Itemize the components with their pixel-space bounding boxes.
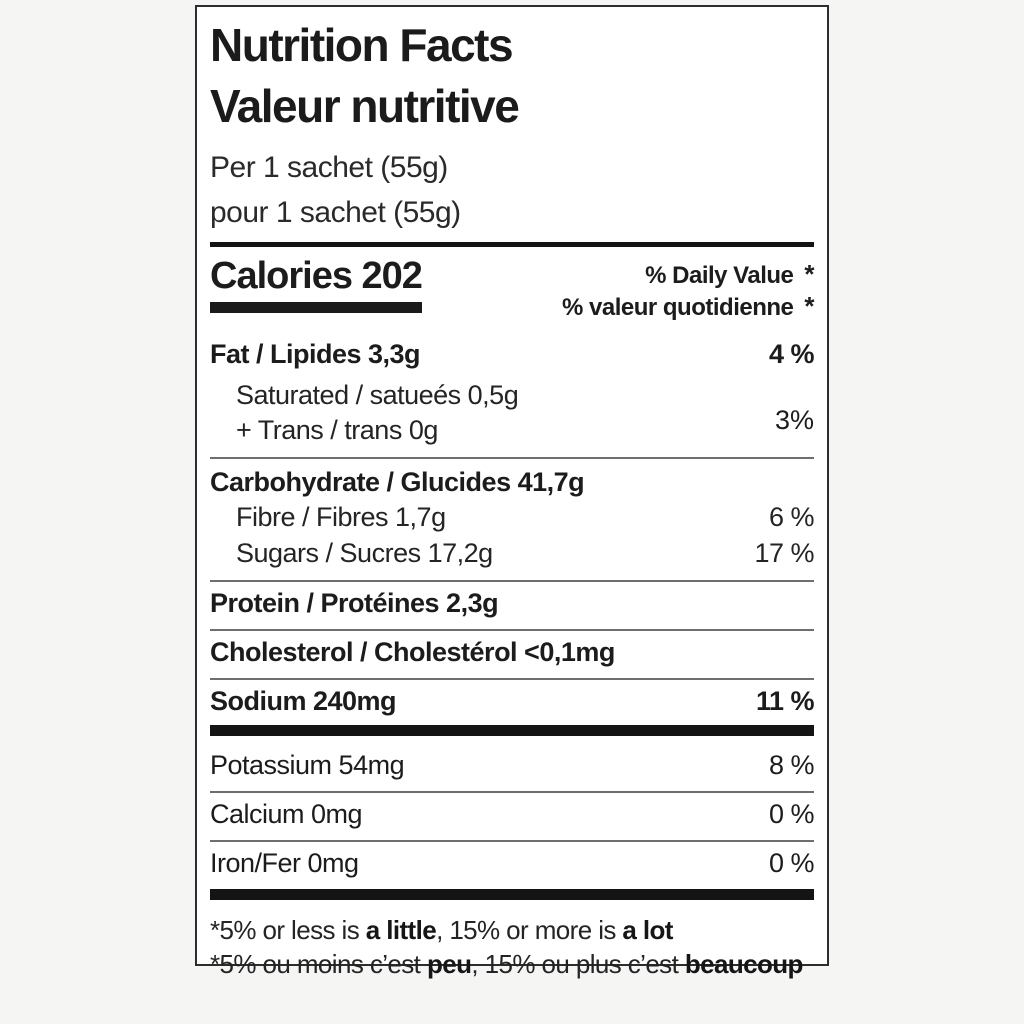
calories-heading: Calories 202	[210, 255, 423, 313]
fibre-daily-value: 6 %	[768, 502, 815, 532]
nutrient-row-protein: Protein / Protéines 2,3g	[210, 587, 814, 620]
divider	[210, 629, 814, 631]
divider	[210, 791, 814, 793]
fat-label: Fat / Lipides 3,3g	[210, 339, 421, 369]
daily-value-text-en: % Daily Value	[645, 262, 794, 289]
fat-daily-value: 4 %	[768, 339, 815, 369]
iron-label: Iron/Fer 0mg	[210, 848, 359, 878]
sugars-label: Sugars / Sucres 17,2g	[236, 538, 493, 568]
saturated-trans-labels: Saturated / satueés 0,5g + Trans / trans…	[210, 378, 519, 448]
saturated-label: Saturated / satueés 0,5g	[236, 380, 519, 410]
sodium-divider-bar	[210, 725, 814, 736]
potassium-daily-value: 8 %	[768, 750, 815, 780]
divider	[210, 840, 814, 842]
nutrient-row-fat: Fat / Lipides 3,3g 4 %	[210, 338, 815, 371]
nutrition-facts-label: Nutrition Facts Valeur nutritive Per 1 s…	[195, 5, 829, 979]
calories-value: Calories 202	[210, 255, 423, 297]
top-divider-bar	[210, 242, 814, 247]
potassium-label: Potassium 54mg	[210, 750, 405, 780]
footnote-fr-bold-2: beaucoup	[684, 949, 804, 979]
serving-size: Per 1 sachet (55g) pour 1 sachet (55g)	[210, 145, 814, 235]
footnote-en: *5% or less is a little, 15% or more is …	[210, 913, 814, 947]
footnote-fr: *5% ou moins c’est peu, 15% ou plus c’es…	[210, 947, 814, 981]
calories-section: Calories 202 % Daily Value * % valeur qu…	[210, 256, 814, 323]
daily-value-header-en: % Daily Value *	[562, 259, 814, 291]
protein-label: Protein / Protéines 2,3g	[210, 588, 499, 618]
sodium-label: Sodium 240mg	[210, 686, 397, 716]
divider	[210, 457, 814, 459]
daily-value-text-fr: % valeur quotidienne	[562, 294, 794, 321]
serving-size-fr: pour 1 sachet (55g)	[210, 196, 461, 229]
footnote-fr-text-2: , 15% ou plus c’est	[471, 949, 685, 979]
footnote-en-text-1: *5% or less is	[210, 915, 366, 945]
daily-value-asterisk-fr: *	[804, 291, 814, 321]
label-title-en: Nutrition Facts	[210, 19, 514, 71]
divider	[210, 580, 814, 582]
daily-value-header-fr: % valeur quotidienne *	[562, 291, 814, 323]
carbohydrate-label: Carbohydrate / Glucides 41,7g	[210, 467, 585, 497]
calcium-daily-value: 0 %	[768, 799, 815, 829]
footnote-fr-bold-1: peu	[426, 949, 472, 979]
nutrient-row-iron: Iron/Fer 0mg 0 %	[210, 847, 815, 880]
footnote-en-text-2: , 15% or more is	[436, 915, 623, 945]
nutrient-row-fibre: Fibre / Fibres 1,7g 6 %	[210, 499, 815, 535]
footnote-fr-text-1: *5% ou moins c’est	[210, 949, 427, 979]
daily-value-header: % Daily Value * % valeur quotidienne *	[562, 256, 814, 323]
nutrient-group-saturated-trans: Saturated / satueés 0,5g + Trans / trans…	[210, 378, 814, 448]
fibre-label: Fibre / Fibres 1,7g	[236, 502, 446, 532]
serving-size-en: Per 1 sachet (55g)	[210, 151, 448, 184]
nutrient-row-potassium: Potassium 54mg 8 %	[210, 749, 815, 782]
daily-value-asterisk-en: *	[804, 259, 814, 289]
trans-label: + Trans / trans 0g	[236, 415, 438, 445]
bottom-divider-bar	[210, 889, 814, 900]
saturated-trans-daily-value: 3%	[774, 404, 814, 435]
iron-daily-value: 0 %	[768, 848, 815, 878]
nutrient-row-sodium: Sodium 240mg 11 %	[210, 685, 815, 718]
label-title-fr: Valeur nutritive	[210, 80, 520, 132]
footnote-en-bold-2: a lot	[622, 915, 673, 945]
sodium-daily-value: 11 %	[755, 686, 815, 716]
cholesterol-label: Cholesterol / Cholestérol <0,1mg	[210, 637, 615, 667]
nutrient-row-cholesterol: Cholesterol / Cholestérol <0,1mg	[210, 636, 814, 669]
footnote: *5% or less is a little, 15% or more is …	[210, 913, 814, 981]
nutrient-row-calcium: Calcium 0mg 0 %	[210, 798, 815, 831]
nutrient-row-sugars: Sugars / Sucres 17,2g 17 %	[210, 535, 814, 571]
calories-underline-bar	[210, 302, 422, 313]
calcium-label: Calcium 0mg	[210, 799, 363, 829]
divider	[210, 678, 814, 680]
sugars-daily-value: 17 %	[754, 538, 814, 568]
nutrient-row-carbohydrate: Carbohydrate / Glucides 41,7g	[210, 466, 814, 499]
footnote-en-bold-1: a little	[365, 915, 437, 945]
